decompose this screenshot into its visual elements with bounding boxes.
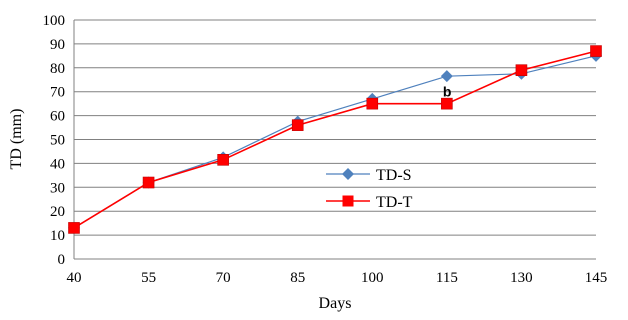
y-tick-label: 10 xyxy=(50,228,65,244)
data-point-td-t xyxy=(217,154,229,166)
x-tick-label: 70 xyxy=(216,270,231,286)
data-point-td-t xyxy=(366,97,379,110)
data-point-td-t xyxy=(68,222,80,234)
annotation-label: b xyxy=(443,84,452,100)
series-layer xyxy=(68,45,602,234)
data-point-td-t xyxy=(142,176,155,189)
x-tick-label: 40 xyxy=(67,270,82,286)
y-tick-label: 50 xyxy=(50,133,65,149)
y-axis-title: TD (mm) xyxy=(8,109,25,170)
y-tick-label: 20 xyxy=(50,204,65,220)
x-tick-label: 85 xyxy=(290,270,305,286)
x-axis-title: Days xyxy=(319,295,352,312)
x-tick-label: 100 xyxy=(361,270,384,286)
data-point-td-t xyxy=(515,64,528,76)
y-tick-labels: 0 10 20 30 40 50 60 70 80 90 100 xyxy=(43,13,66,268)
legend-label: TD-S xyxy=(376,167,412,184)
x-tick-label: 145 xyxy=(585,270,608,286)
legend: TD-S TD-T xyxy=(326,167,413,211)
y-tick-label: 100 xyxy=(43,13,66,29)
y-tick-label: 70 xyxy=(50,85,65,101)
axes xyxy=(73,20,596,260)
data-point-td-t xyxy=(590,45,602,57)
grid-lines xyxy=(74,19,596,236)
x-tick-label: 130 xyxy=(510,270,533,286)
data-point-td-t xyxy=(291,119,304,131)
series-line-td-t xyxy=(73,50,597,229)
x-tick-labels: 40 55 70 85 100 115 130 145 xyxy=(67,270,608,286)
series-line-td-s xyxy=(73,55,597,229)
y-tick-label: 30 xyxy=(50,180,65,196)
y-tick-label: 40 xyxy=(50,156,65,172)
y-tick-label: 0 xyxy=(58,252,66,268)
legend-marker-td-s xyxy=(342,168,354,180)
y-tick-label: 90 xyxy=(50,37,65,53)
data-point-td-t xyxy=(441,97,453,110)
legend-label: TD-T xyxy=(376,194,413,211)
data-point-td-s xyxy=(440,70,453,83)
y-tick-label: 60 xyxy=(50,109,65,125)
x-tick-label: 55 xyxy=(141,270,156,286)
legend-marker-td-t xyxy=(342,195,354,207)
x-tick-label: 115 xyxy=(436,270,458,286)
y-tick-label: 80 xyxy=(50,61,65,77)
